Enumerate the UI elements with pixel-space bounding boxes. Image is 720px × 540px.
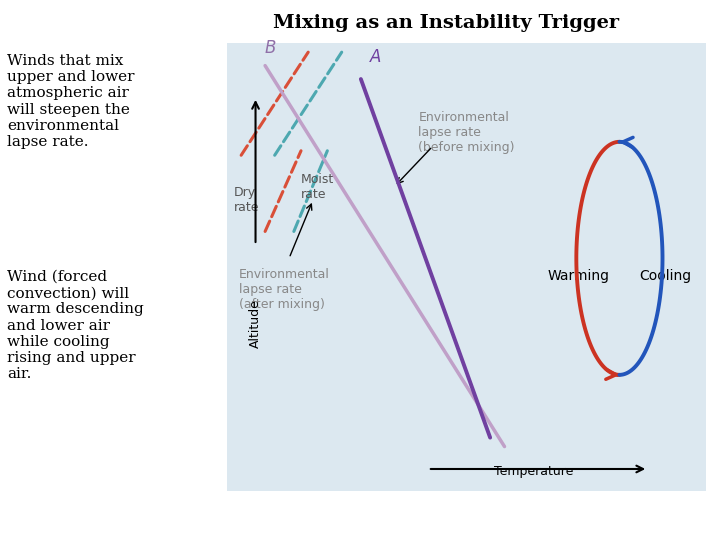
Text: A: A: [369, 48, 381, 65]
Text: Cooling: Cooling: [639, 269, 691, 284]
Text: Altitude: Altitude: [249, 299, 262, 348]
Text: Warming: Warming: [548, 269, 610, 284]
Text: Temperature: Temperature: [493, 465, 573, 478]
Text: Wind (forced
convection) will
warm descending
and lower air
while cooling
rising: Wind (forced convection) will warm desce…: [7, 270, 144, 381]
Text: Mixing as an Instability Trigger: Mixing as an Instability Trigger: [274, 14, 619, 31]
Text: Environmental
lapse rate
(after mixing): Environmental lapse rate (after mixing): [239, 268, 330, 311]
Text: Dry
rate: Dry rate: [234, 186, 259, 214]
Text: Environmental
lapse rate
(before mixing): Environmental lapse rate (before mixing): [418, 111, 515, 154]
Text: B: B: [264, 39, 276, 57]
Text: Moist
rate: Moist rate: [301, 173, 334, 201]
Text: Winds that mix
upper and lower
atmospheric air
will steepen the
environmental
la: Winds that mix upper and lower atmospher…: [7, 54, 135, 149]
